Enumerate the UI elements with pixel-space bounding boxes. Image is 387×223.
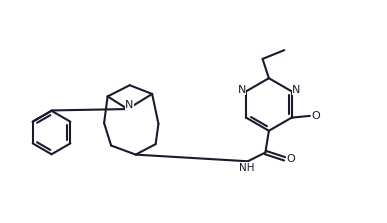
Text: N: N — [125, 100, 134, 110]
Text: O: O — [311, 111, 320, 121]
Text: O: O — [286, 154, 295, 164]
Text: NH: NH — [239, 163, 254, 173]
Text: N: N — [238, 85, 246, 95]
Text: N: N — [292, 85, 300, 95]
